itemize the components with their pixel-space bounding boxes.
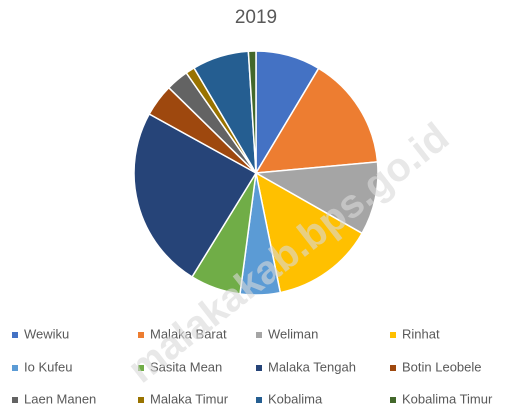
chart-title: 2019 <box>235 7 277 28</box>
legend-swatch <box>138 365 144 371</box>
legend-label: Kobalima <box>268 391 323 406</box>
legend-swatch <box>256 332 262 338</box>
pie-slice <box>247 50 257 174</box>
legend-label: Botin Leobele <box>402 359 482 374</box>
legend-swatch <box>390 397 396 403</box>
legend-label: Malaka Barat <box>150 326 227 341</box>
legend-label: Io Kufeu <box>24 359 72 374</box>
pie-slice <box>254 171 364 294</box>
legend-label: Kobalima Timur <box>402 391 493 406</box>
legend-label: Wewiku <box>24 326 69 341</box>
pie-slice <box>253 161 379 235</box>
legend-swatch <box>12 397 18 403</box>
legend-swatch <box>256 365 262 371</box>
legend-swatch <box>390 365 396 371</box>
legend-label: Sasita Mean <box>150 359 222 374</box>
legend-label: Rinhat <box>402 326 440 341</box>
legend-swatch <box>12 332 18 338</box>
pie-slice <box>254 67 379 174</box>
legend-label: Laen Manen <box>24 391 96 406</box>
legend-swatch <box>138 397 144 403</box>
legend-swatch <box>256 397 262 403</box>
legend-swatch <box>138 332 144 338</box>
legend-label: Weliman <box>268 326 318 341</box>
pie-slice <box>133 112 258 278</box>
legend-label: Malaka Timur <box>150 391 229 406</box>
legend-label: Malaka Tengah <box>268 359 356 374</box>
legend-swatch <box>390 332 396 338</box>
legend-swatch <box>12 365 18 371</box>
